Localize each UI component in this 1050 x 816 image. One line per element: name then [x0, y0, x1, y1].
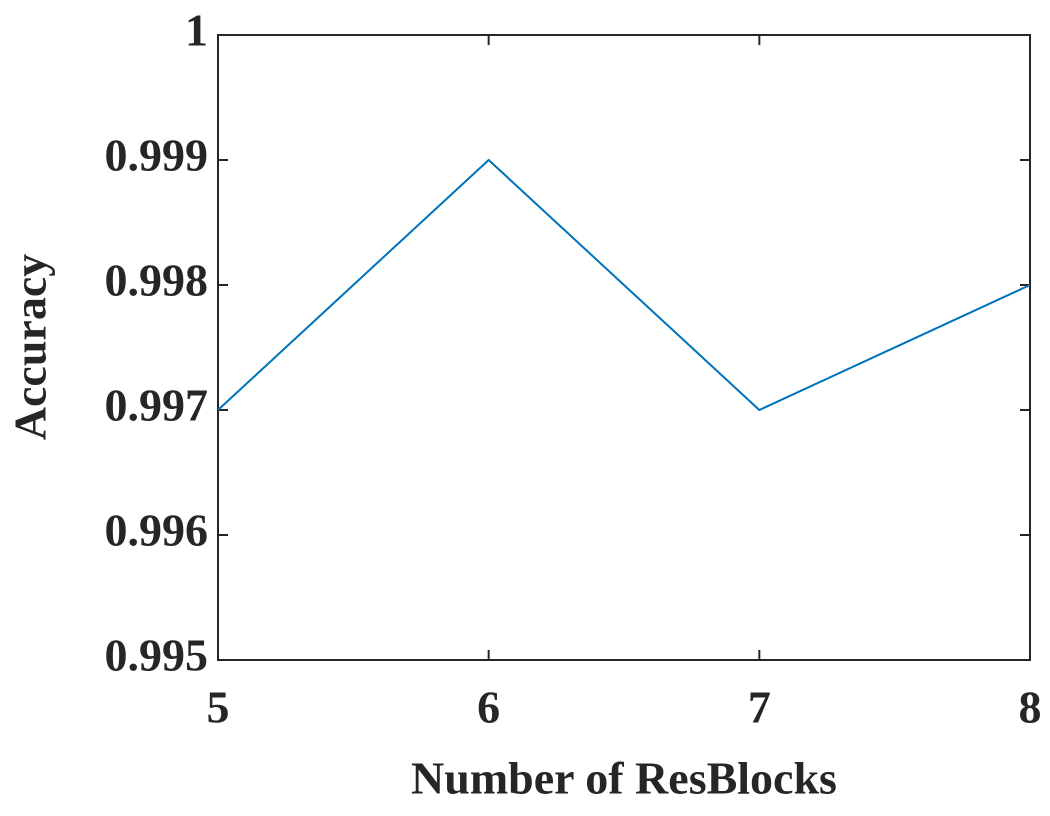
x-tick-label: 7 — [748, 682, 771, 733]
x-tick-label: 8 — [1019, 682, 1042, 733]
plot-frame — [217, 34, 1031, 661]
y-tick-label: 0.997 — [105, 380, 209, 431]
y-tick-label: 0.996 — [105, 505, 209, 556]
data-line — [217, 158, 1031, 412]
x-tick-label: 5 — [207, 682, 230, 733]
x-axis-label: Number of ResBlocks — [411, 753, 837, 804]
y-tick-label: 0.999 — [105, 130, 209, 181]
y-axis-label: Accuracy — [5, 254, 56, 440]
y-tick-label: 0.995 — [105, 630, 209, 681]
x-tick-label: 6 — [477, 682, 500, 733]
y-tick-label: 1 — [185, 5, 208, 56]
y-tick-label: 0.998 — [105, 255, 209, 306]
